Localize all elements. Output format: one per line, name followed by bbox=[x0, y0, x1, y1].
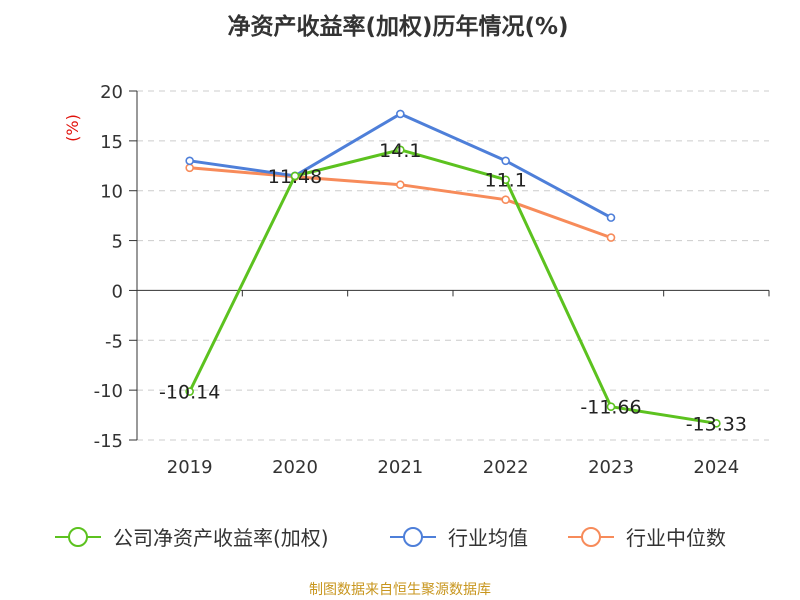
y-tick-label: -10 bbox=[94, 381, 123, 402]
data-point bbox=[396, 145, 405, 155]
legend-label: 行业均值 bbox=[448, 526, 528, 550]
source-note: 制图数据来自恒生聚源数据库 bbox=[309, 582, 491, 598]
data-point bbox=[185, 163, 194, 173]
y-tick-label: 0 bbox=[112, 281, 123, 302]
legend-item[interactable]: 行业均值 bbox=[390, 526, 528, 550]
series-layer bbox=[185, 109, 721, 428]
legend-label: 行业中位数 bbox=[626, 526, 726, 550]
data-label: 14.1 bbox=[379, 140, 421, 162]
chart-title: 净资产收益率(加权)历年情况(%) bbox=[227, 13, 568, 40]
data-point bbox=[396, 180, 405, 190]
axis-layer: 20 15 10 5 0 -5 -10 -15 2019 2020 2021 2022 2023 2024 bbox=[94, 82, 770, 478]
data-point bbox=[185, 387, 194, 396]
x-tick-label: 2019 bbox=[167, 457, 213, 478]
data-point bbox=[606, 213, 616, 222]
legend-item[interactable]: 行业中位数 bbox=[568, 526, 726, 550]
y-tick-label: 20 bbox=[100, 82, 123, 103]
y-tick-label: -15 bbox=[94, 431, 123, 452]
x-tick-label: 2023 bbox=[588, 457, 634, 478]
series-line-1 bbox=[189, 112, 612, 219]
y-tick-label: 15 bbox=[100, 132, 123, 153]
x-tick-label: 2021 bbox=[377, 457, 423, 478]
label-layer: -10.14 11.48 14.1 11.1 -11.66 -13.33 bbox=[159, 140, 747, 436]
data-point bbox=[396, 109, 405, 119]
data-label: -10.14 bbox=[159, 382, 220, 404]
data-label: -13.33 bbox=[686, 413, 747, 435]
data-point bbox=[290, 171, 300, 181]
legend[interactable]: 公司净资产收益率(加权) 行业均值 行业中位数 bbox=[55, 526, 726, 550]
grid-layer bbox=[137, 90, 769, 441]
y-tick-label: 10 bbox=[100, 182, 123, 203]
data-point bbox=[501, 156, 510, 166]
x-tick-label: 2022 bbox=[483, 457, 529, 478]
x-tick-label: 2024 bbox=[693, 457, 739, 478]
data-label: 11.1 bbox=[485, 170, 527, 192]
legend-marker bbox=[403, 527, 423, 547]
data-point bbox=[501, 175, 510, 185]
series-line-2 bbox=[189, 166, 612, 240]
y-tick-label: -5 bbox=[105, 331, 123, 352]
data-label: 11.48 bbox=[268, 166, 322, 188]
data-label: -11.66 bbox=[580, 397, 641, 419]
series-line-0 bbox=[188, 148, 717, 425]
data-point bbox=[606, 402, 616, 411]
y-axis-label: (%) bbox=[63, 114, 82, 142]
legend-marker bbox=[68, 527, 88, 547]
data-point bbox=[501, 195, 510, 204]
legend-label: 公司净资产收益率(加权) bbox=[113, 526, 329, 550]
legend-marker bbox=[581, 527, 601, 547]
data-point bbox=[606, 233, 616, 242]
data-point bbox=[712, 419, 721, 428]
y-tick-label: 5 bbox=[112, 232, 123, 253]
data-point bbox=[185, 156, 194, 166]
x-tick-label: 2020 bbox=[272, 457, 318, 478]
legend-item[interactable]: 公司净资产收益率(加权) bbox=[55, 526, 329, 550]
